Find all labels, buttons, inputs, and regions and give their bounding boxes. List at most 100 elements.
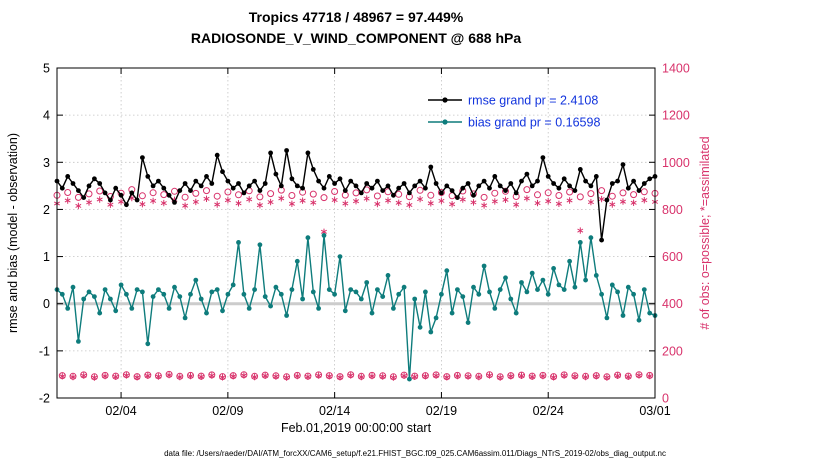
obs-possible-marker (96, 187, 104, 195)
rmse-point-marker (257, 188, 263, 194)
obs-assimilated-marker (182, 202, 189, 209)
rmse-point-marker (433, 181, 439, 186)
bias-point-marker (487, 289, 492, 295)
obs-assimilated-marker (192, 198, 199, 206)
bias-point-marker (497, 287, 503, 292)
rmse-point-marker (369, 185, 375, 191)
obs-assimilated-marker (304, 373, 311, 380)
rmse-point-marker (380, 188, 386, 194)
bias-point-marker (342, 308, 348, 314)
bias-point-marker (316, 306, 321, 311)
bias-point-marker (609, 282, 615, 288)
obs-assimilated-marker (555, 200, 562, 207)
bias-point-marker (423, 289, 428, 295)
bias-point-marker (166, 306, 172, 311)
obs-assimilated-marker (262, 372, 269, 379)
obs-assimilated-marker (91, 374, 98, 381)
legend-item-rmse: rmse grand pr = 2.4108 (468, 94, 598, 108)
obs-assimilated-marker (433, 372, 440, 379)
y-tick-label-left: -2 (39, 392, 50, 406)
obs-assimilated-marker (577, 227, 584, 234)
rmse-point-marker (273, 171, 279, 177)
rmse-point-marker (140, 155, 145, 161)
obs-possible-marker (373, 192, 381, 200)
bias-point-marker (647, 310, 653, 316)
y-axis-label-right: # of obs: o=possible; *=assimilated (698, 136, 712, 329)
x-tick-label: 02/24 (533, 404, 564, 418)
bias-point-marker (332, 291, 337, 297)
rmse-point-marker (113, 185, 119, 191)
rmse-point-marker (348, 178, 354, 184)
obs-possible-marker (416, 186, 424, 194)
footer-data-file-text: data file: /Users/raeder/DAI/ATM_forcXX/… (164, 449, 666, 458)
y-tick-label-right: 1400 (662, 62, 690, 76)
obs-assimilated-marker (641, 197, 648, 204)
bias-point-marker (519, 280, 524, 285)
rmse-point-marker (513, 190, 519, 196)
y-tick-label-right: 200 (662, 344, 683, 358)
rmse-point-marker (204, 174, 209, 179)
obs-assimilated-marker (176, 373, 183, 381)
bias-point-marker (81, 296, 87, 302)
y-tick-label-left: 4 (43, 109, 50, 123)
legend-rmse-dot-sample (442, 97, 448, 103)
bias-point-marker (246, 306, 252, 311)
obs-assimilated-marker (224, 197, 231, 204)
bias-point-marker (150, 294, 156, 299)
rmse-point-marker (604, 197, 610, 203)
bias-point-marker (631, 291, 636, 297)
obs-assimilated-marker (246, 196, 253, 203)
obs-possible-marker (224, 188, 232, 196)
rmse-point-marker (278, 183, 284, 189)
obs-possible-marker (256, 193, 264, 201)
bias-point-marker (460, 294, 466, 299)
obs-assimilated-marker (459, 196, 466, 203)
rmse-point-marker (556, 185, 562, 191)
rmse-point-marker (161, 185, 167, 191)
bias-point-marker (65, 306, 71, 311)
rmse-point-marker (599, 237, 604, 243)
obs-assimilated-marker (310, 199, 317, 206)
y-tick-label-left: 1 (43, 250, 50, 264)
bias-point-marker (412, 296, 418, 302)
bias-point-marker (583, 277, 588, 283)
rmse-point-marker (615, 178, 620, 184)
obs-assimilated-marker (374, 200, 381, 208)
obs-possible-marker (630, 191, 638, 199)
obs-assimilated-marker (465, 373, 472, 380)
obs-assimilated-marker (438, 197, 445, 205)
bias-point-marker (209, 289, 215, 295)
rmse-point-marker (172, 200, 177, 205)
rmse-point-marker (241, 190, 247, 196)
bias-point-marker (535, 287, 540, 292)
axes-frame-layer (56, 67, 656, 399)
bias-point-marker (262, 294, 268, 299)
obs-assimilated-marker (619, 198, 626, 205)
rmse-point-marker (86, 183, 92, 189)
obs-assimilated-marker (347, 372, 354, 379)
rmse-point-marker (641, 181, 647, 186)
rmse-point-marker (108, 197, 113, 203)
obs-assimilated-marker (160, 199, 167, 207)
rmse-point-marker (252, 178, 257, 184)
bias-point-marker (230, 282, 236, 288)
y-tick-label-right: 0 (662, 392, 669, 406)
bias-point-marker (225, 291, 231, 297)
bias-point-marker (577, 240, 583, 245)
obs-assimilated-marker (571, 373, 578, 380)
bias-point-marker (465, 320, 471, 325)
obs-assimilated-marker (582, 373, 589, 381)
rmse-point-marker (535, 178, 540, 184)
rmse-point-marker (588, 183, 594, 189)
rmse-point-marker (647, 176, 653, 182)
bias-point-marker (588, 235, 594, 241)
obs-assimilated-marker (283, 374, 290, 381)
rmse-point-marker (519, 178, 524, 184)
obs-assimilated-marker (86, 199, 93, 206)
obs-assimilated-marker (166, 371, 173, 379)
rmse-point-marker (337, 176, 343, 182)
bias-point-marker (241, 291, 247, 297)
bias-point-marker (300, 296, 305, 302)
bias-point-marker (545, 291, 551, 297)
bias-point-marker (198, 296, 204, 302)
